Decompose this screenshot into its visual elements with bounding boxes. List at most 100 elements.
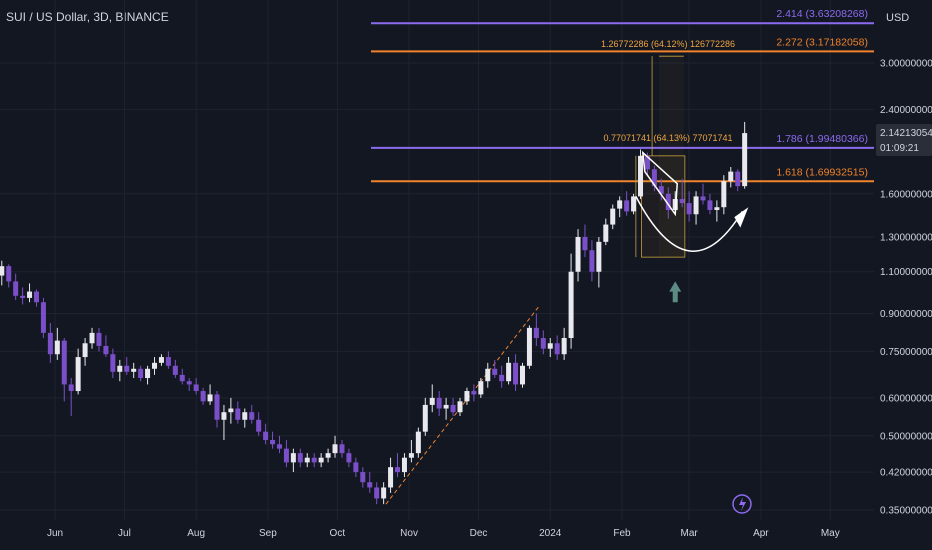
- candle-body[interactable]: [27, 291, 33, 298]
- candle-body[interactable]: [631, 196, 637, 212]
- candle-body[interactable]: [554, 343, 560, 355]
- candle-body[interactable]: [721, 181, 727, 208]
- candle-body[interactable]: [450, 404, 456, 413]
- candle-body[interactable]: [471, 391, 477, 395]
- candle-body[interactable]: [429, 397, 435, 405]
- candle-body[interactable]: [478, 381, 484, 395]
- candle-body[interactable]: [152, 362, 158, 369]
- candle-body[interactable]: [547, 343, 553, 349]
- candle-body[interactable]: [207, 394, 213, 402]
- candle-body[interactable]: [325, 453, 331, 458]
- candle-body[interactable]: [103, 345, 109, 355]
- candle-body[interactable]: [499, 374, 505, 382]
- candle-body[interactable]: [513, 362, 519, 385]
- candle-body[interactable]: [700, 196, 706, 201]
- candle-body[interactable]: [686, 203, 692, 215]
- candle-body[interactable]: [61, 340, 67, 385]
- candle-body[interactable]: [651, 169, 657, 187]
- candle-body[interactable]: [693, 196, 699, 215]
- candle-body[interactable]: [735, 171, 741, 187]
- candle-body[interactable]: [346, 453, 352, 463]
- candle-body[interactable]: [172, 365, 178, 375]
- candle-body[interactable]: [395, 467, 401, 473]
- candle-body[interactable]: [353, 462, 359, 473]
- candle-body[interactable]: [374, 487, 380, 499]
- candle-body[interactable]: [457, 401, 463, 413]
- candle-body[interactable]: [179, 374, 185, 382]
- candle-body[interactable]: [339, 444, 345, 454]
- candle-body[interactable]: [644, 155, 650, 170]
- candle-body[interactable]: [415, 431, 421, 454]
- candle-body[interactable]: [575, 236, 581, 272]
- candle-body[interactable]: [110, 354, 116, 372]
- candle-body[interactable]: [381, 487, 387, 499]
- candle-body[interactable]: [200, 391, 206, 402]
- candle-body[interactable]: [401, 457, 407, 473]
- candle-body[interactable]: [519, 365, 525, 385]
- candle-body[interactable]: [679, 199, 685, 204]
- candle-body[interactable]: [304, 457, 310, 463]
- candle-body[interactable]: [464, 391, 470, 402]
- candle-body[interactable]: [665, 193, 671, 211]
- candle-body[interactable]: [158, 357, 164, 363]
- candle-body[interactable]: [443, 404, 449, 409]
- candle-body[interactable]: [638, 155, 644, 197]
- candle-body[interactable]: [589, 250, 595, 272]
- candle-body[interactable]: [492, 368, 498, 375]
- candle-body[interactable]: [131, 368, 137, 372]
- candle-body[interactable]: [270, 439, 276, 445]
- candle-body[interactable]: [165, 357, 171, 366]
- candle-body[interactable]: [40, 302, 46, 333]
- candle-body[interactable]: [82, 343, 88, 358]
- candle-body[interactable]: [297, 453, 303, 463]
- candle-body[interactable]: [533, 327, 539, 339]
- candle-body[interactable]: [582, 236, 588, 251]
- candle-body[interactable]: [228, 408, 234, 413]
- candle-body[interactable]: [214, 394, 220, 420]
- candle-body[interactable]: [318, 457, 324, 463]
- candle-body[interactable]: [0, 266, 5, 276]
- candle-body[interactable]: [436, 397, 442, 409]
- candle-body[interactable]: [89, 332, 95, 344]
- candle-body[interactable]: [6, 266, 12, 282]
- candle-body[interactable]: [568, 271, 574, 339]
- candle-body[interactable]: [526, 327, 532, 366]
- candle-body[interactable]: [96, 332, 102, 346]
- candle-body[interactable]: [193, 384, 199, 392]
- candle-body[interactable]: [138, 368, 144, 379]
- candle-body[interactable]: [485, 368, 491, 382]
- candle-body[interactable]: [707, 200, 713, 211]
- candle-body[interactable]: [422, 404, 428, 432]
- candle-body[interactable]: [388, 467, 394, 488]
- candle-body[interactable]: [728, 171, 734, 182]
- candle-body[interactable]: [332, 444, 338, 454]
- candle-body[interactable]: [75, 357, 81, 392]
- candle-body[interactable]: [408, 453, 414, 458]
- candle-body[interactable]: [617, 200, 623, 209]
- candle-body[interactable]: [145, 368, 151, 379]
- candle-body[interactable]: [624, 200, 630, 212]
- candle-body[interactable]: [242, 412, 248, 420]
- candle-body[interactable]: [54, 340, 60, 355]
- candle-body[interactable]: [221, 412, 227, 420]
- candle-body[interactable]: [658, 186, 664, 194]
- candle-body[interactable]: [603, 224, 609, 242]
- candle-body[interactable]: [276, 444, 282, 449]
- candle-body[interactable]: [311, 457, 317, 463]
- candle-body[interactable]: [610, 208, 616, 225]
- candle-body[interactable]: [742, 133, 748, 187]
- candle-body[interactable]: [256, 419, 262, 432]
- candle-body[interactable]: [13, 281, 19, 296]
- candle-body[interactable]: [540, 338, 546, 349]
- candle-body[interactable]: [283, 448, 289, 463]
- candle-body[interactable]: [367, 482, 373, 488]
- candle-body[interactable]: [33, 291, 39, 303]
- candle-body[interactable]: [47, 332, 53, 355]
- candle-body[interactable]: [360, 472, 366, 483]
- candle-body[interactable]: [20, 295, 26, 298]
- candle-body[interactable]: [290, 453, 296, 463]
- candle-body[interactable]: [249, 412, 255, 420]
- lightning-icon[interactable]: [732, 494, 752, 514]
- candle-body[interactable]: [263, 431, 269, 440]
